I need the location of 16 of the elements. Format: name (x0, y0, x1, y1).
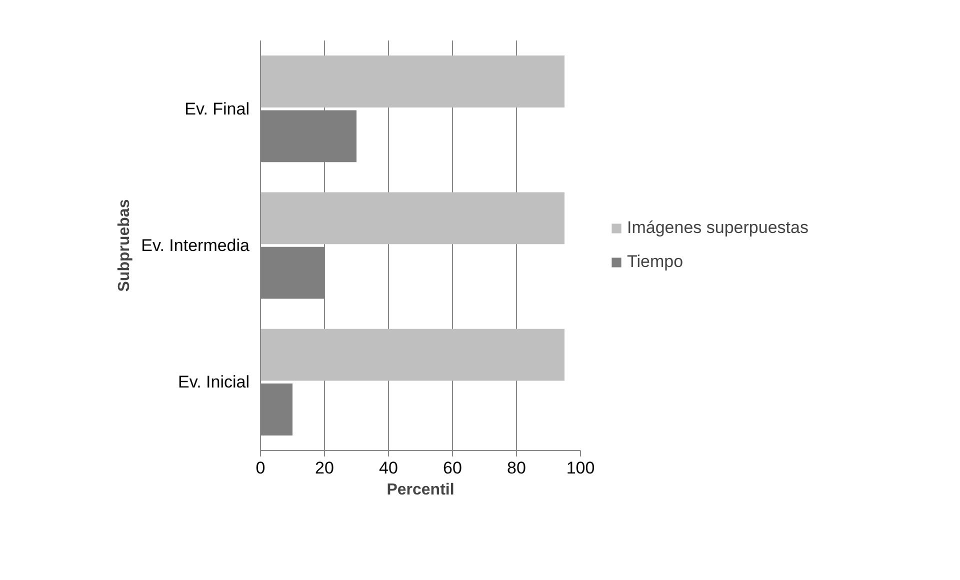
y-tick-label: Ev. Intermedia (141, 236, 250, 255)
legend-label: Imágenes superpuestas (627, 218, 808, 238)
bar (260, 328, 564, 381)
y-tick-label: Ev. Final (184, 99, 250, 118)
bar (260, 192, 564, 244)
x-tick-label: 40 (379, 458, 398, 478)
x-tick-label: 0 (256, 458, 266, 478)
y-tick-label: Ev. Inicial (178, 372, 250, 392)
legend-label: Tiempo (627, 252, 684, 272)
x-tick-label: 20 (315, 458, 334, 478)
x-tick-label: 80 (507, 458, 526, 478)
bar (260, 56, 564, 108)
y-axis-title: Subpruebas (116, 199, 134, 292)
x-tick-label: 100 (566, 458, 595, 478)
x-axis-title: Percentil (386, 482, 454, 498)
x-tick-label: 60 (443, 458, 462, 478)
